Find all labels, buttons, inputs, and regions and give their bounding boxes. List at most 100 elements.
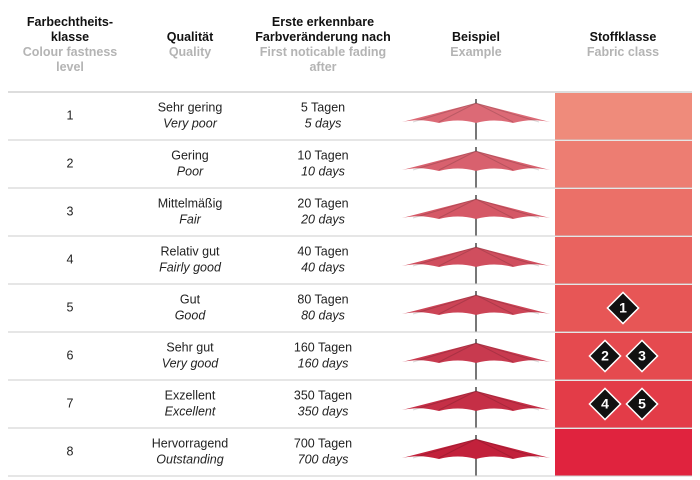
umbrella-rib: [412, 198, 477, 219]
header-en: after: [309, 60, 336, 74]
umbrella-rib: [412, 102, 477, 123]
umbrella-rib: [438, 294, 477, 315]
fading-en: 20 days: [300, 212, 345, 226]
fading-de: 700 Tagen: [294, 436, 352, 450]
fading-en: 10 days: [301, 164, 345, 178]
badge-number: 4: [601, 396, 609, 412]
umbrella-rib: [438, 102, 477, 123]
umbrella-rib: [475, 102, 540, 123]
umbrella-rib: [438, 198, 477, 219]
umbrella-canopy: [402, 391, 550, 411]
umbrella-rib: [475, 198, 540, 219]
header-de: Beispiel: [452, 30, 500, 44]
header-en: Example: [450, 45, 501, 59]
umbrella-canopy: [402, 199, 550, 219]
header-de: Farbveränderung nach: [255, 30, 390, 44]
quality-en: Very good: [162, 356, 220, 370]
fading-de: 10 Tagen: [297, 148, 348, 162]
quality-de: Sehr gut: [166, 340, 214, 354]
level: 4: [67, 252, 74, 266]
umbrella-rib: [438, 342, 477, 363]
level: 6: [67, 348, 74, 362]
umbrella-rib: [438, 150, 477, 171]
header-de: Erste erkennbare: [272, 15, 374, 29]
level: 5: [67, 300, 74, 314]
quality-en: Outstanding: [156, 452, 223, 466]
fading-en: 80 days: [301, 308, 345, 322]
umbrella-rib: [475, 150, 540, 171]
quality-en: Fair: [179, 212, 201, 226]
umbrella-rib: [412, 342, 477, 363]
badge-number: 3: [638, 348, 646, 364]
header-de: Qualität: [167, 30, 214, 44]
quality-de: Exzellent: [165, 388, 216, 402]
umbrella-rib: [438, 246, 477, 267]
level: 1: [67, 108, 74, 122]
badge: [588, 339, 622, 373]
umbrella-canopy: [402, 439, 550, 459]
umbrella-rib: [412, 294, 477, 315]
umbrella-rib: [475, 342, 514, 363]
badge: [625, 339, 659, 373]
fading-de: 160 Tagen: [294, 340, 352, 354]
quality-de: Gut: [180, 292, 201, 306]
header-de: klasse: [51, 30, 89, 44]
umbrella-rib: [475, 294, 514, 315]
class-cell: [555, 189, 692, 236]
umbrella-rib: [475, 246, 540, 267]
quality-de: Sehr gering: [158, 100, 223, 114]
header-en: First noticable fading: [260, 45, 386, 59]
quality-de: Hervorragend: [152, 436, 228, 450]
badge: [588, 387, 622, 421]
header-de: Farbechtheits-: [27, 15, 113, 29]
fading-de: 20 Tagen: [297, 196, 348, 210]
quality-en: Fairly good: [159, 260, 222, 274]
badge-number: 2: [601, 348, 609, 364]
quality-en: Poor: [177, 164, 204, 178]
umbrella-rib: [412, 150, 477, 171]
umbrella-canopy: [402, 343, 550, 363]
umbrella-rib: [438, 390, 477, 411]
fading-de: 80 Tagen: [297, 292, 348, 306]
badge: [625, 387, 659, 421]
quality-de: Gering: [171, 148, 209, 162]
level: 3: [67, 204, 74, 218]
umbrella-rib: [475, 150, 514, 171]
badge-number: 5: [638, 396, 646, 412]
umbrella-canopy: [402, 247, 550, 267]
umbrella-rib: [475, 102, 514, 123]
umbrella-canopy: [402, 103, 550, 123]
umbrella-rib: [412, 438, 477, 459]
header-en: Colour fastness: [23, 45, 118, 59]
class-cell: [555, 333, 692, 380]
header-en: Fabric class: [587, 45, 659, 59]
badge-number: 1: [619, 300, 627, 316]
umbrella-rib: [412, 390, 477, 411]
umbrella-rib: [475, 390, 540, 411]
class-cell: [555, 93, 692, 140]
umbrella-rib: [475, 438, 540, 459]
umbrella-rib: [412, 246, 477, 267]
level: 8: [67, 444, 74, 458]
umbrella-rib: [475, 438, 514, 459]
fading-de: 40 Tagen: [297, 244, 348, 258]
quality-de: Mittelmäßig: [158, 196, 223, 210]
fading-en: 700 days: [298, 452, 349, 466]
fading-en: 350 days: [298, 404, 349, 418]
fading-en: 5 days: [305, 116, 342, 130]
fading-en: 160 days: [298, 356, 349, 370]
header-de: Stoffklasse: [590, 30, 657, 44]
umbrella-canopy: [402, 295, 550, 315]
umbrella-rib: [475, 246, 514, 267]
umbrella-rib: [475, 198, 514, 219]
header-en: Quality: [169, 45, 211, 59]
header-en: level: [56, 60, 84, 74]
umbrella-rib: [475, 390, 514, 411]
umbrella-rib: [438, 438, 477, 459]
quality-en: Very poor: [163, 116, 218, 130]
umbrella-rib: [475, 294, 540, 315]
level: 2: [67, 156, 74, 170]
class-cell: [555, 429, 692, 476]
class-cell: [555, 381, 692, 428]
